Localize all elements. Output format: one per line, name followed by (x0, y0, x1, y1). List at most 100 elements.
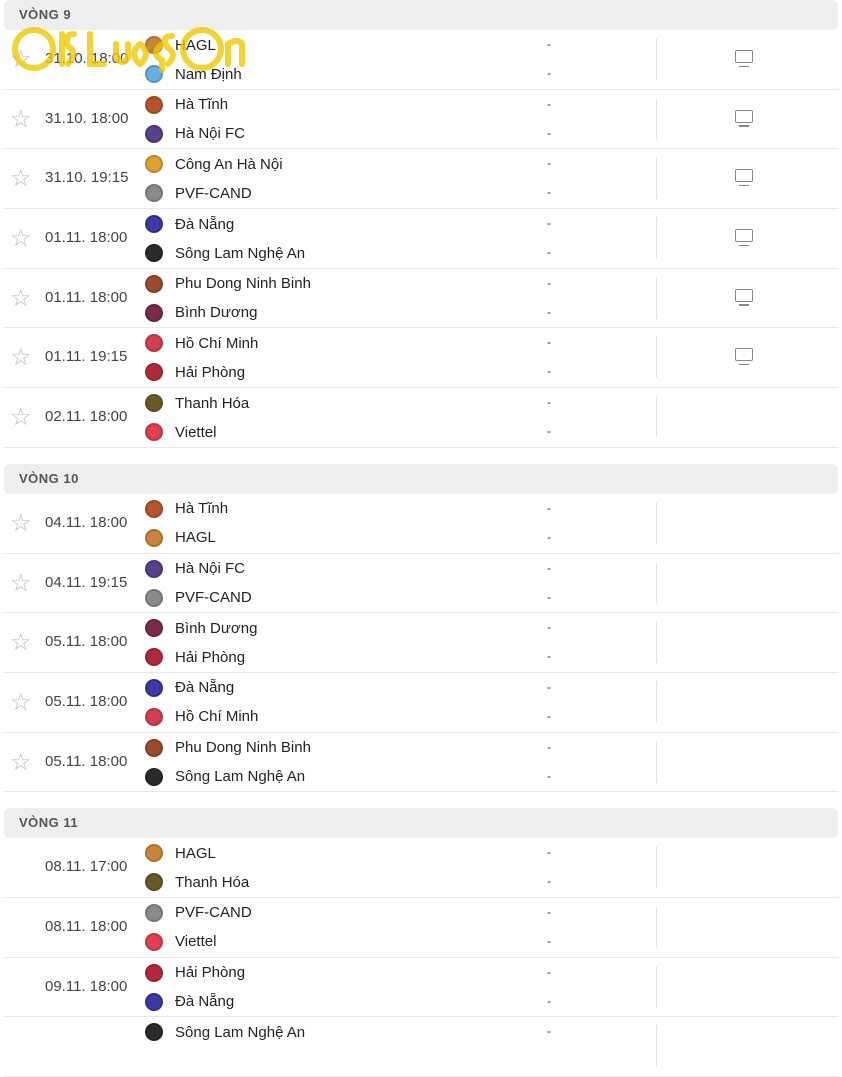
favorite-star-icon[interactable]: ☆ (10, 748, 32, 776)
match-row[interactable]: ☆ 02.11. 18:00 Thanh Hóa Viettel - - (4, 388, 838, 448)
favorite-star-icon[interactable]: ☆ (10, 165, 32, 193)
home-score: - (547, 620, 551, 635)
team-logo-icon (145, 394, 163, 413)
home-score: - (547, 96, 551, 111)
match-row[interactable]: ☆ 05.11. 18:00 Bình Dương Hải Phòng - - (4, 613, 838, 673)
team-logo-icon (145, 274, 163, 293)
match-row[interactable]: ☆ 04.11. 18:00 Hà Tĩnh HAGL - - (4, 494, 838, 554)
match-time: 09.11. 18:00 (45, 977, 128, 995)
match-row[interactable]: ☆ 01.11. 18:00 Phu Dong Ninh Binh Bình Dươn… (4, 269, 838, 329)
divider (656, 157, 657, 200)
match-row[interactable]: ☆ 04.11. 19:15 Hà Nội FC PVF-CAND - - (4, 554, 838, 614)
tv-icon[interactable] (735, 169, 753, 187)
home-score: - (547, 679, 551, 694)
match-row[interactable]: ☆ 31.10. 18:00 HAGL Nam Định - - (4, 30, 838, 90)
away-team: Thanh Hóa (145, 870, 249, 894)
home-team: Thanh Hóa (145, 391, 249, 415)
team-logo-icon (145, 65, 163, 83)
home-team: Đà Nẵng (145, 212, 234, 236)
team-logo-icon (145, 559, 163, 578)
team-name: Hải Phòng (175, 964, 246, 982)
home-team: HAGL (145, 841, 216, 865)
favorite-star-icon[interactable]: ☆ (10, 688, 32, 716)
away-team: HAGL (145, 526, 216, 550)
divider (656, 501, 657, 544)
match-row[interactable]: 08.11. 17:00 HAGL Thanh Hóa - - (4, 838, 838, 898)
away-team: Đà Nẵng (145, 990, 234, 1014)
team-name: Thanh Hóa (175, 394, 250, 412)
tv-icon[interactable] (735, 288, 753, 306)
home-score: - (547, 395, 551, 410)
match-row[interactable]: 09.11. 18:00 Hải Phòng Đà Nẵng - - (4, 958, 838, 1018)
team-name: Hải Phòng (175, 363, 246, 381)
team-logo-icon (145, 963, 163, 982)
away-team: Sông Lam Nghệ An (145, 765, 305, 789)
away-score: - (547, 993, 551, 1008)
away-team: Hải Phòng (145, 645, 245, 669)
match-time: 05.11. 18:00 (45, 752, 128, 770)
team-name: PVF-CAND (175, 589, 252, 606)
team-name: Hồ Chí Minh (175, 334, 259, 352)
team-name: Hồ Chí Minh (175, 708, 259, 726)
team-logo-icon (145, 932, 163, 951)
team-name: PVF-CAND (175, 184, 252, 202)
favorite-star-icon[interactable]: ☆ (10, 46, 32, 73)
favorite-star-icon[interactable]: ☆ (10, 509, 32, 537)
home-team: Bình Dương (145, 616, 257, 640)
home-score: - (547, 964, 551, 979)
team-name: Bình Dương (175, 304, 258, 322)
match-row[interactable]: ☆ 01.11. 19:15 Hồ Chí Minh Hải Phòng - - (4, 328, 838, 389)
away-team: Sông Lam Nghệ An (145, 241, 305, 265)
tv-icon[interactable] (735, 229, 753, 247)
match-row[interactable]: ☆ 31.10. 19:15 Công An Hà Nội PVF-CAND - - (4, 149, 838, 210)
team-logo-icon (145, 678, 163, 697)
divider (656, 217, 657, 260)
favorite-star-icon[interactable]: ☆ (10, 404, 32, 432)
match-row[interactable]: Sông Lam Nghệ An - (4, 1017, 838, 1077)
divider (656, 621, 657, 664)
match-row[interactable]: ☆ 05.11. 18:00 Đà Nẵng Hồ Chí Minh - - (4, 673, 838, 733)
favorite-star-icon[interactable]: ☆ (10, 284, 32, 312)
match-row[interactable]: ☆ 05.11. 18:00 Phu Dong Ninh Binh Sông Lam … (4, 733, 838, 793)
team-logo-icon (145, 844, 163, 863)
team-name: HAGL (175, 529, 216, 547)
tv-icon[interactable] (735, 109, 753, 127)
away-score: - (547, 185, 551, 200)
match-row[interactable]: 08.11. 18:00 PVF-CAND Viettel - - (4, 898, 838, 958)
away-score: - (547, 66, 551, 80)
team-name: Công An Hà Nội (175, 155, 283, 173)
favorite-star-icon[interactable]: ☆ (10, 629, 32, 657)
home-score: - (547, 845, 551, 860)
divider (656, 680, 657, 723)
team-name: Hà Nội FC (175, 560, 246, 577)
team-name: Bình Dương (175, 619, 258, 637)
match-time: 08.11. 18:00 (45, 917, 128, 935)
team-logo-icon (145, 363, 163, 382)
match-row[interactable]: ☆ 31.10. 18:00 Hà Tĩnh Hà Nội FC - - (4, 90, 838, 150)
tv-icon[interactable] (735, 348, 753, 366)
divider (656, 1025, 657, 1068)
away-score: - (547, 649, 551, 664)
favorite-star-icon[interactable]: ☆ (10, 344, 32, 372)
team-logo-icon (145, 244, 163, 263)
match-time: 31.10. 18:00 (45, 109, 129, 127)
team-name: Đà Nẵng (175, 679, 235, 697)
home-score: - (547, 500, 551, 515)
favorite-star-icon[interactable]: ☆ (10, 105, 32, 133)
home-score: - (547, 335, 551, 350)
favorite-star-icon[interactable]: ☆ (10, 225, 32, 253)
home-score: - (547, 37, 551, 51)
team-logo-icon (145, 738, 163, 757)
away-team: Bình Dương (145, 301, 257, 325)
tv-icon[interactable] (735, 50, 753, 67)
team-name: HAGL (175, 844, 216, 862)
team-name: Hà Nội FC (175, 125, 246, 143)
match-row[interactable]: ☆ 01.11. 18:00 Đà Nẵng Sông Lam Nghệ An - - (4, 209, 838, 269)
favorite-star-icon[interactable]: ☆ (10, 569, 32, 597)
home-team: Phu Dong Ninh Binh (145, 736, 311, 760)
away-score: - (547, 125, 551, 140)
team-name: Phu Dong Ninh Binh (175, 275, 311, 293)
away-team: Viettel (145, 420, 216, 444)
divider (656, 336, 657, 379)
